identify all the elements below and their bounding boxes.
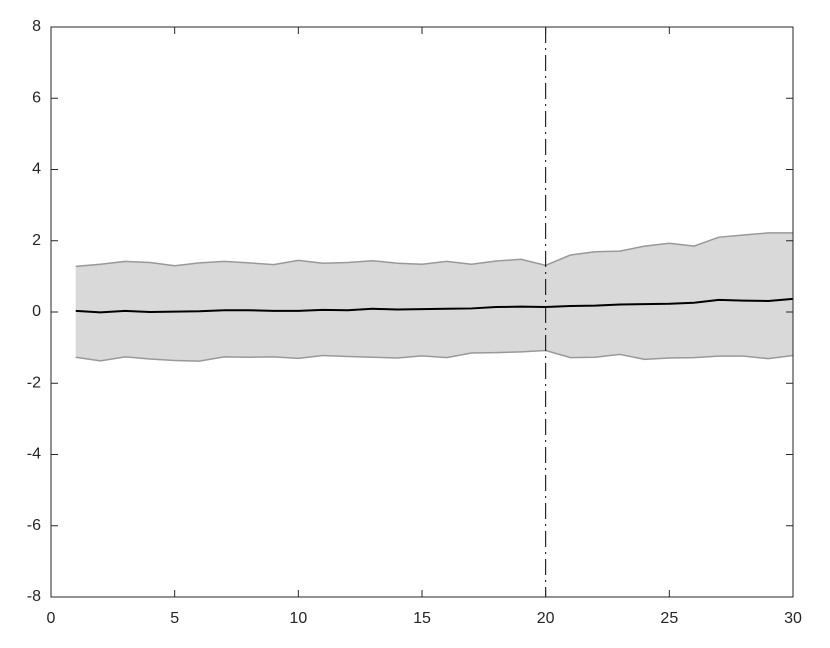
y-tick-label: 4 — [32, 161, 41, 178]
x-tick-label: 20 — [537, 610, 555, 627]
x-tick-label: 25 — [660, 610, 678, 627]
x-tick-label: 15 — [413, 610, 431, 627]
x-tick-label: 5 — [170, 610, 179, 627]
x-tick-label: 10 — [289, 610, 307, 627]
y-tick-label: 6 — [32, 89, 41, 106]
y-tick-label: 2 — [32, 232, 41, 249]
band-edge — [75, 349, 794, 362]
x-tick-label: 30 — [784, 610, 802, 627]
x-tick-label: 0 — [47, 610, 56, 627]
y-tick-label: -6 — [27, 517, 41, 534]
y-tick-label: -4 — [27, 446, 41, 463]
y-tick-label: -8 — [27, 588, 41, 605]
confidence-band — [75, 232, 793, 362]
band-edge — [75, 232, 793, 268]
line — [75, 297, 794, 314]
y-tick-label: 0 — [32, 303, 41, 320]
y-tick-label: 8 — [32, 18, 41, 35]
y-tick-label: -2 — [27, 374, 41, 391]
